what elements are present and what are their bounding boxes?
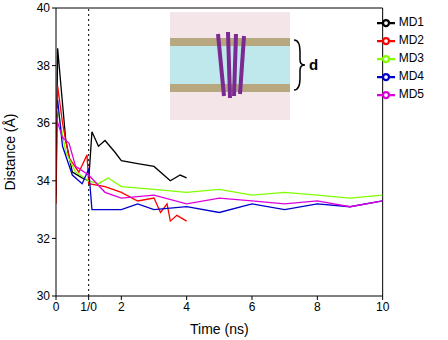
html-text:MD2: MD2 [398,33,424,48]
svg-text:0: 0 [53,300,60,314]
svg-text:34: 34 [37,174,51,188]
svg-text:30: 30 [37,289,51,303]
svg-text:Distance (Å): Distance (Å) [2,113,18,190]
svg-text:38: 38 [37,59,51,73]
html-text:MD1: MD1 [398,15,424,30]
svg-text:1/0: 1/0 [80,300,97,314]
svg-text:d: d [309,56,318,73]
html-text:MD3: MD3 [398,51,424,66]
svg-text:Time (ns): Time (ns) [190,321,249,337]
svg-text:32: 32 [37,232,51,246]
svg-text:4: 4 [183,300,190,314]
svg-text:10: 10 [376,300,390,314]
html-text:MD4: MD4 [398,69,424,84]
html-text:MD5: MD5 [398,87,424,102]
svg-text:6: 6 [249,300,256,314]
svg-text:2: 2 [118,300,125,314]
svg-text:36: 36 [37,116,51,130]
svg-text:40: 40 [37,1,51,15]
svg-text:8: 8 [314,300,321,314]
